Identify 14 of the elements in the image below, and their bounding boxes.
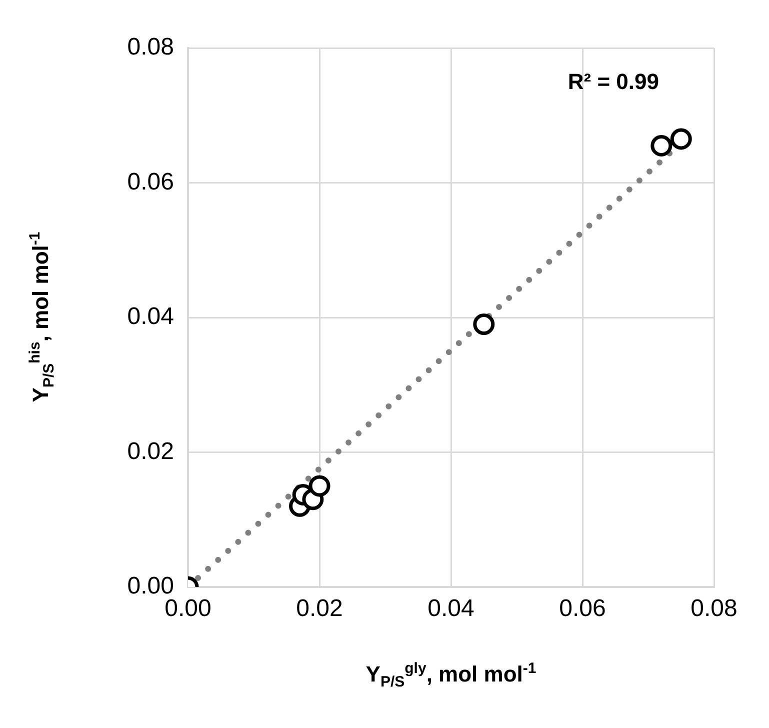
y-tick-label: 0.04 <box>127 303 174 330</box>
point <box>473 313 495 335</box>
annotation: R² = 0.99 <box>568 69 659 94</box>
y-tick-label: 0.02 <box>127 438 174 465</box>
y-tick-label: 0.08 <box>127 34 174 61</box>
y-tick-label: 0.06 <box>127 168 174 196</box>
x-tick-label: 0.06 <box>559 595 606 622</box>
x-tick-label: 0.04 <box>428 595 474 622</box>
x-axis-title: Y$_{P/S}$$^{gly}$, mol mol$^{-1}$ <box>366 660 536 691</box>
point <box>308 475 330 497</box>
x-tick-label: 0.08 <box>690 595 738 622</box>
x-tick-label: 0.02 <box>296 595 343 622</box>
point <box>650 134 672 156</box>
point <box>670 128 692 150</box>
